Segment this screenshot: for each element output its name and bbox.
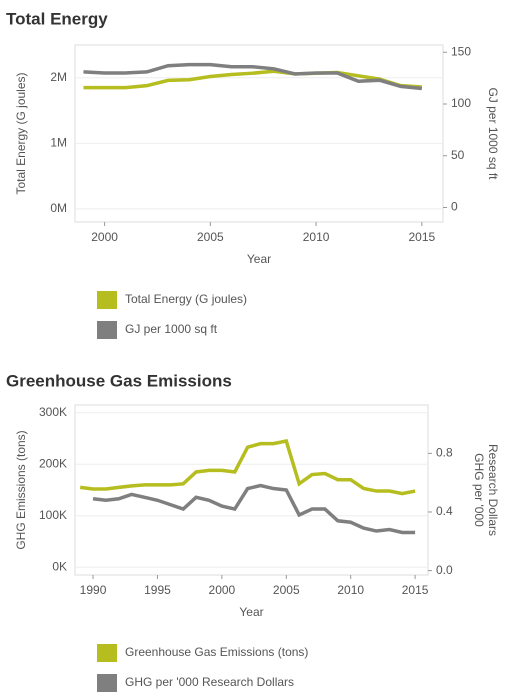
y-tick-label: 0K	[52, 559, 67, 573]
legend-label: GHG per '000 Research Dollars	[125, 675, 294, 689]
series-line	[83, 69, 422, 90]
y-tick-label: 100K	[39, 508, 67, 522]
y2-tick-label: 0.4	[436, 504, 453, 518]
chart-title: Total Energy	[6, 9, 108, 28]
y-axis-label: Total Energy (G joules)	[14, 72, 28, 194]
x-axis-label: Year	[247, 252, 271, 266]
series-line	[83, 62, 423, 91]
x-tick-label: 2005	[197, 230, 224, 244]
y2-tick-label: 100	[451, 96, 471, 110]
legend-swatch	[97, 321, 117, 339]
x-tick-label: 2015	[408, 230, 435, 244]
legend-swatch	[97, 644, 117, 662]
plot-frame	[74, 44, 444, 223]
legend-label: GJ per 1000 sq ft	[125, 322, 218, 336]
x-tick-label: 2000	[91, 230, 118, 244]
x-tick-label: 2010	[337, 583, 364, 597]
legend-label: Greenhouse Gas Emissions (tons)	[125, 645, 308, 659]
series-line	[92, 483, 416, 535]
y2-tick-label: 0.8	[436, 446, 453, 460]
series-line	[79, 439, 416, 496]
x-tick-label: 2000	[209, 583, 236, 597]
y-axis-label: GHG Emissions (tons)	[14, 430, 28, 549]
y2-tick-label: 150	[451, 44, 471, 58]
y2-axis-label: GHG per '000	[472, 453, 486, 527]
y2-axis-label: Research Dollars	[486, 444, 500, 536]
x-tick-label: 1995	[144, 583, 171, 597]
x-axis-label: Year	[239, 605, 263, 619]
y-tick-label: 200K	[39, 456, 67, 470]
y2-tick-label: 0.0	[436, 563, 453, 577]
chart-title: Greenhouse Gas Emissions	[6, 371, 232, 390]
x-tick-label: 2010	[303, 230, 330, 244]
legend-swatch	[97, 674, 117, 692]
plot-frame	[74, 404, 429, 576]
y2-axis-label: GJ per 1000 sq ft	[486, 87, 500, 180]
legend-swatch	[97, 291, 117, 309]
x-tick-label: 2005	[273, 583, 300, 597]
y-tick-label: 2M	[50, 70, 67, 84]
y2-tick-label: 0	[451, 200, 458, 214]
x-tick-label: 1990	[80, 583, 107, 597]
y2-tick-label: 50	[451, 148, 465, 162]
y-tick-label: 0M	[50, 201, 67, 215]
x-tick-label: 2015	[402, 583, 429, 597]
y-tick-label: 1M	[50, 136, 67, 150]
y-tick-label: 300K	[39, 405, 67, 419]
legend-label: Total Energy (G joules)	[125, 292, 247, 306]
